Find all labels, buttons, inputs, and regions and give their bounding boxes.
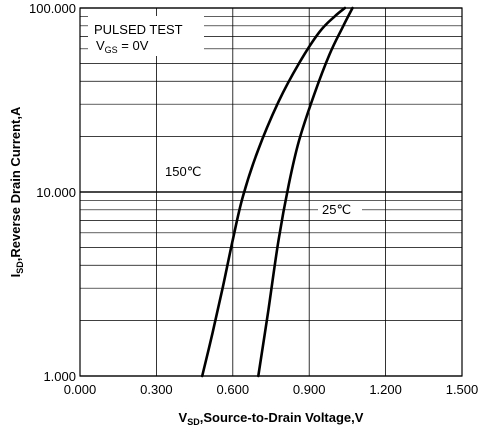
y-tick-label-0: 100.000	[29, 1, 76, 16]
annotation-pulsed-test: PULSED TEST	[94, 22, 183, 37]
x-axis-title: VSD,Source-to-Drain Voltage,V	[179, 410, 364, 427]
annotation-background	[88, 16, 204, 56]
series-label-0: 150℃	[165, 164, 201, 179]
series-label-1: 25℃	[322, 202, 351, 217]
y-tick-label-2: 1.000	[43, 369, 76, 384]
x-tick-label-1: 0.300	[140, 382, 173, 397]
series-line-1	[257, 6, 354, 378]
x-tick-label-2: 0.600	[217, 382, 250, 397]
series-labels: 150℃ 25℃	[161, 163, 362, 218]
series-label-bg-0	[161, 163, 211, 180]
y-tick-label-1: 10.000	[36, 185, 76, 200]
y-axis-title: ISD,Reverse Drain Current,A	[8, 106, 25, 277]
y-tick-labels: 100.000 10.000 1.000	[29, 1, 76, 384]
series-line-0	[200, 6, 347, 378]
annotation-vgs: VGS = 0V	[96, 38, 149, 55]
plot-frame	[79, 7, 463, 377]
series-curves	[200, 6, 354, 378]
x-tick-labels: 0.000 0.300 0.600 0.900 1.200 1.500	[64, 382, 479, 397]
x-tick-label-4: 1.200	[369, 382, 402, 397]
minor-gridlines	[80, 16, 462, 321]
x-tick-label-0: 0.000	[64, 382, 97, 397]
x-tick-label-5: 1.500	[446, 382, 479, 397]
x-tick-label-3: 0.900	[293, 382, 326, 397]
series-label-bg-1	[318, 201, 362, 218]
